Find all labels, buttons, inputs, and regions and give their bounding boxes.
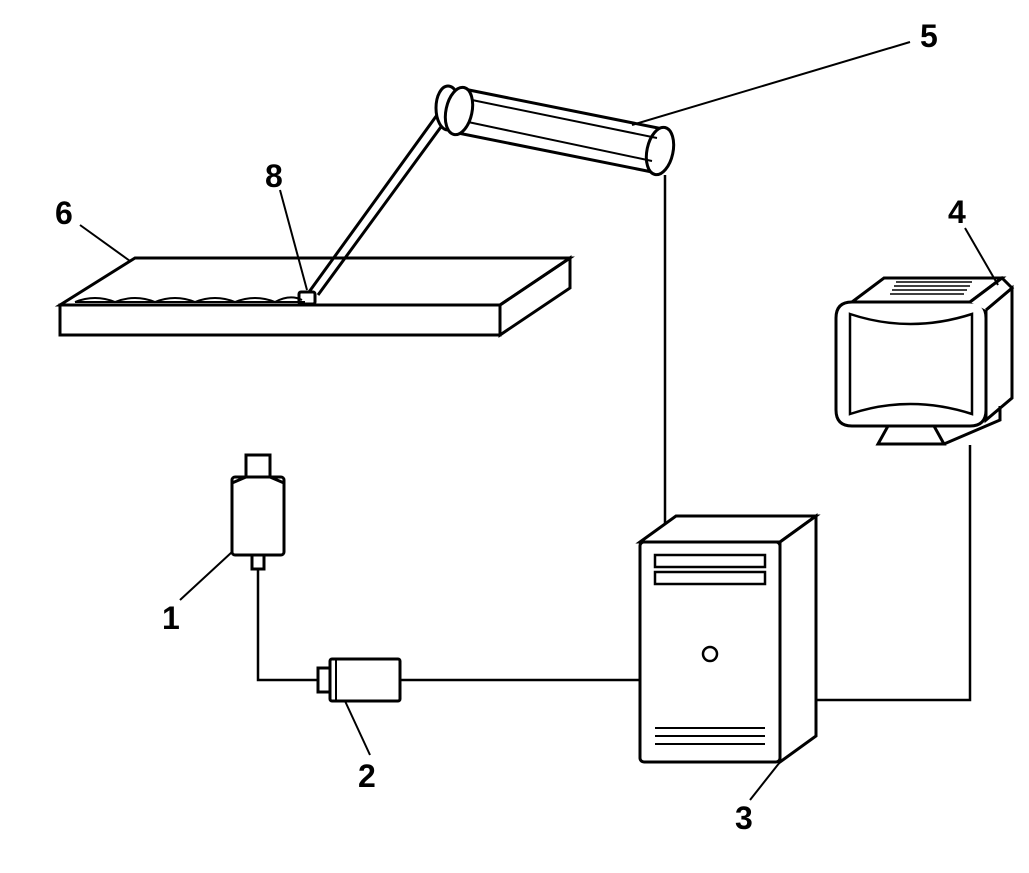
leader-4 — [965, 228, 998, 285]
wire-torch-to-tower — [665, 175, 718, 530]
leader-8 — [280, 190, 307, 290]
computer-tower — [640, 516, 816, 762]
torch-cylinder — [436, 85, 678, 177]
diagram-canvas — [0, 0, 1029, 873]
label-8: 8 — [265, 158, 283, 195]
camera-device — [232, 455, 284, 569]
leader-1 — [180, 552, 232, 600]
leader-6 — [80, 225, 130, 261]
label-3: 3 — [735, 800, 753, 837]
capture-card — [318, 659, 400, 701]
label-2: 2 — [358, 758, 376, 795]
wire-tower-to-monitor — [816, 445, 970, 700]
leader-5 — [632, 42, 910, 125]
label-5: 5 — [920, 18, 938, 55]
wire-camera-to-card — [258, 569, 318, 680]
weld-seam — [75, 297, 305, 302]
monitor-device — [836, 278, 1012, 444]
leader-2 — [345, 701, 370, 755]
label-1: 1 — [162, 600, 180, 637]
label-6: 6 — [55, 195, 73, 232]
leader-3 — [750, 762, 780, 800]
label-4: 4 — [948, 194, 966, 231]
torch-arm — [309, 115, 446, 295]
